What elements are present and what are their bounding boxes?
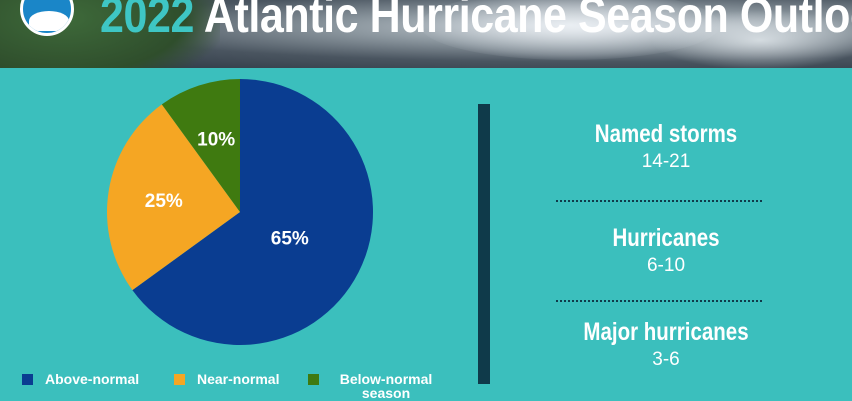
page-title: 2022 Atlantic Hurricane Season Outlook [100, 0, 852, 44]
slice-data-label: 10% [197, 130, 235, 151]
dotted-separator [556, 200, 762, 202]
stat-value: 14-21 [641, 151, 691, 172]
title-year: 2022 [100, 0, 194, 43]
pie-slice-below-normal-season [161, 79, 240, 212]
slice-data-label: 25% [145, 191, 183, 212]
legend-swatch [308, 374, 319, 385]
legend-item-above-normal: Above-normal [22, 372, 139, 386]
legend-label: Near-normal [197, 371, 280, 387]
stat-label: Hurricanes [612, 224, 720, 252]
legend-swatch [22, 374, 33, 385]
stat-value: 6-10 [646, 255, 686, 276]
dotted-separator [556, 300, 762, 302]
noaa-logo-icon [20, 0, 74, 36]
legend-label: Above-normal [45, 371, 140, 387]
stat-value: 3-6 [652, 349, 680, 370]
pie-slice-above-normal [132, 79, 374, 346]
legend-label: Below-normal season [339, 371, 433, 401]
stat-label: Named storms [594, 120, 738, 148]
pie-slice-near-normal [107, 104, 240, 291]
satellite-cloud [650, 10, 852, 68]
stat-label: Major hurricanes [583, 318, 749, 346]
header-banner: 2022 Atlantic Hurricane Season Outlook [0, 0, 852, 68]
legend-item-below-normal: Below-normal season [308, 372, 441, 400]
title-text: Atlantic Hurricane Season Outlook [203, 0, 852, 43]
vertical-divider [478, 104, 490, 384]
stat-major-hurricanes: Major hurricanes 3-6 [560, 318, 772, 371]
legend-swatch [174, 374, 185, 385]
stat-hurricanes: Hurricanes 6-10 [560, 224, 772, 277]
legend-item-near-normal: Near-normal [174, 372, 279, 386]
stat-named-storms: Named storms 14-21 [560, 120, 772, 173]
slice-data-label: 65% [271, 228, 309, 249]
